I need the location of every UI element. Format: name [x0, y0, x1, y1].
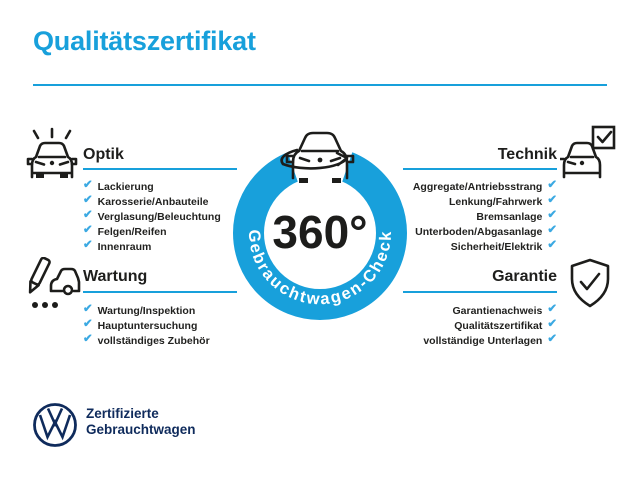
- sparkling-car-icon: [26, 127, 78, 179]
- check-icon: ✔: [547, 178, 557, 191]
- list-item: ✔ Karosserie/Anbauteile: [83, 194, 237, 209]
- list-item-label: Sicherheit/Elektrik: [450, 240, 543, 253]
- list-item: Bremsanlage ✔: [403, 209, 557, 224]
- section-title-optik: Optik: [83, 146, 124, 163]
- list-item-label: vollständige Unterlagen: [423, 334, 543, 347]
- section-title-technik: Technik: [497, 146, 557, 163]
- list-item: ✔ Verglasung/Beleuchtung: [83, 209, 237, 224]
- vw-logo: [33, 403, 77, 447]
- section-rule-technik: [403, 168, 557, 170]
- list-item-label: Lackierung: [97, 180, 154, 193]
- list-item: Unterboden/Abgasanlage ✔: [403, 224, 557, 239]
- list-item: ✔ vollständiges Zubehör: [83, 333, 237, 348]
- section-rule-optik: [83, 168, 237, 170]
- check-icon: ✔: [547, 302, 557, 315]
- list-item: ✔ Felgen/Reifen: [83, 224, 237, 239]
- 360-check-badge: Gebrauchtwagen-Check 360°: [233, 124, 407, 320]
- list-item-label: Aggregate/Antriebsstrang: [412, 180, 543, 193]
- check-icon: ✔: [547, 208, 557, 221]
- list-item-label: Innenraum: [97, 240, 152, 253]
- check-icon: ✔: [83, 302, 93, 315]
- check-icon: ✔: [547, 317, 557, 330]
- shield-check-icon: [570, 258, 610, 308]
- degree-label: 360°: [272, 206, 367, 258]
- pencil-car-checklist-icon: [28, 257, 81, 308]
- section-rule-wartung: [83, 291, 237, 293]
- brand-line-2: Gebrauchtwagen: [86, 422, 196, 437]
- check-icon: ✔: [83, 332, 93, 345]
- check-icon: ✔: [83, 193, 93, 206]
- title-divider: [33, 84, 607, 86]
- brand-line-1: Zertifizierte: [86, 406, 159, 421]
- check-icon: ✔: [83, 178, 93, 191]
- list-item: Garantienachweis ✔: [403, 303, 557, 318]
- checklist-technik: Aggregate/Antriebsstrang ✔ Lenkung/Fahrwe…: [403, 179, 557, 254]
- list-item-label: Qualitätszertifikat: [454, 319, 543, 332]
- list-item-label: Unterboden/Abgasanlage: [415, 225, 543, 238]
- list-item: ✔ Wartung/Inspektion: [83, 303, 237, 318]
- list-item: Lenkung/Fahrwerk ✔: [403, 194, 557, 209]
- page-title: Qualitätszertifikat: [33, 26, 256, 56]
- list-item-label: vollständiges Zubehör: [97, 334, 210, 347]
- section-title-wartung: Wartung: [83, 268, 148, 285]
- list-item: Qualitätszertifikat ✔: [403, 318, 557, 333]
- checklist-optik: ✔ Lackierung ✔ Karosserie/Anbauteile ✔ Verg…: [83, 179, 237, 254]
- checklist-wartung: ✔ Wartung/Inspektion ✔ Hauptuntersuchung ✔…: [83, 303, 237, 348]
- car-checkbox-icon: [560, 125, 616, 179]
- list-item: ✔ Hauptuntersuchung: [83, 318, 237, 333]
- list-item-label: Garantienachweis: [452, 304, 543, 317]
- check-icon: ✔: [547, 223, 557, 236]
- list-item: ✔ Innenraum: [83, 239, 237, 254]
- section-title-garantie: Garantie: [492, 268, 557, 285]
- list-item-label: Lenkung/Fahrwerk: [449, 195, 543, 208]
- check-icon: ✔: [83, 208, 93, 221]
- list-item-label: Verglasung/Beleuchtung: [97, 210, 221, 223]
- check-icon: ✔: [83, 223, 93, 236]
- rotating-car-icon: [280, 131, 355, 183]
- check-icon: ✔: [83, 238, 93, 251]
- list-item-label: Hauptuntersuchung: [97, 319, 198, 332]
- check-icon: ✔: [547, 238, 557, 251]
- check-icon: ✔: [547, 332, 557, 345]
- list-item-label: Bremsanlage: [476, 210, 543, 223]
- checklist-garantie: Garantienachweis ✔ Qualitätszertifikat ✔ v…: [403, 303, 557, 348]
- section-rule-garantie: [403, 291, 557, 293]
- check-icon: ✔: [83, 317, 93, 330]
- list-item-label: Wartung/Inspektion: [97, 304, 196, 317]
- brand-wordmark: Zertifizierte Gebrauchtwagen: [86, 406, 196, 438]
- list-item: vollständige Unterlagen ✔: [403, 333, 557, 348]
- list-item-label: Felgen/Reifen: [97, 225, 167, 238]
- check-icon: ✔: [547, 193, 557, 206]
- list-item: Sicherheit/Elektrik ✔: [403, 239, 557, 254]
- list-item: ✔ Lackierung: [83, 179, 237, 194]
- list-item-label: Karosserie/Anbauteile: [97, 195, 209, 208]
- list-item: Aggregate/Antriebsstrang ✔: [403, 179, 557, 194]
